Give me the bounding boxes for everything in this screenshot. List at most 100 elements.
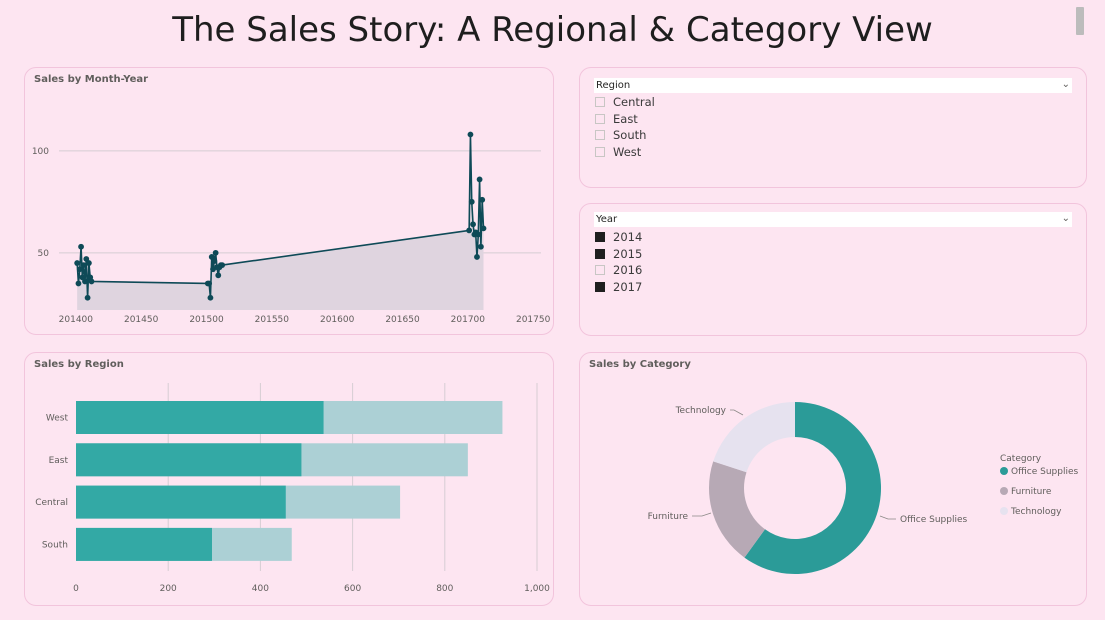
region-item-label: South — [613, 128, 647, 143]
x-tick-label: 200 — [160, 584, 177, 594]
scrollbar-thumb[interactable] — [1076, 7, 1084, 35]
year-item-2015[interactable]: 2015 — [595, 246, 642, 263]
checkbox[interactable] — [595, 265, 605, 276]
leader-line — [879, 515, 896, 520]
data-point[interactable] — [479, 196, 486, 203]
chart-title: Sales by Region — [34, 359, 124, 370]
data-point[interactable] — [476, 176, 483, 183]
region-slicer-label: Region — [596, 80, 631, 91]
x-tick-label: 1,000 — [524, 584, 550, 594]
x-tick-label: 201600 — [320, 315, 355, 325]
x-tick-label: 201650 — [385, 315, 420, 325]
year-item-label: 2016 — [613, 263, 643, 278]
data-point[interactable] — [207, 294, 214, 301]
donut-slice-technology[interactable] — [713, 402, 795, 473]
year-item-label: 2017 — [613, 279, 643, 294]
leader-line — [692, 512, 712, 517]
bar-east[interactable] — [76, 443, 302, 477]
checkbox[interactable] — [595, 281, 605, 292]
bar-south[interactable] — [76, 527, 212, 561]
legend-marker — [1000, 467, 1008, 475]
data-point[interactable] — [477, 243, 484, 250]
data-point[interactable] — [480, 225, 487, 232]
year-slicer-label: Year — [596, 214, 618, 225]
data-point[interactable] — [88, 278, 95, 285]
legend-title: Category — [1000, 454, 1042, 464]
data-label: Technology — [675, 406, 727, 416]
region-item-east[interactable]: East — [595, 111, 655, 128]
data-point[interactable] — [78, 243, 84, 250]
year-slicer-card: Year ⌄ 2014 2015 2016 2017 — [579, 203, 1087, 336]
data-point[interactable] — [84, 294, 91, 301]
sales-by-category-card: Sales by Category Office Supplies Furnitu… — [579, 352, 1087, 606]
year-item-2017[interactable]: 2017 — [595, 279, 642, 296]
data-point[interactable] — [76, 266, 83, 273]
region-item-south[interactable]: South — [595, 127, 655, 144]
data-label: Office Supplies — [900, 515, 968, 525]
data-point[interactable] — [211, 258, 218, 264]
x-tick-label: 201450 — [124, 315, 159, 325]
chevron-down-icon[interactable]: ⌄ — [1061, 213, 1070, 224]
data-point[interactable] — [74, 260, 81, 266]
donut-chart-plot: Office Supplies Furniture Technology Catego… — [648, 402, 1079, 574]
data-point[interactable] — [80, 262, 87, 269]
data-point[interactable] — [470, 221, 476, 228]
data-point[interactable] — [215, 272, 222, 279]
y-tick-label: 50 — [38, 249, 50, 259]
donut-slice-furniture[interactable] — [709, 461, 766, 558]
region-item-label: East — [613, 111, 638, 126]
bar-west[interactable] — [76, 401, 324, 434]
year-item-2014[interactable]: 2014 — [595, 229, 642, 246]
x-tick-label: 201400 — [59, 315, 94, 325]
data-point[interactable] — [75, 280, 82, 287]
checkbox[interactable] — [595, 248, 605, 259]
data-point[interactable] — [468, 198, 475, 205]
data-point[interactable] — [466, 227, 473, 234]
data-point[interactable] — [475, 231, 482, 238]
data-point[interactable] — [467, 131, 474, 138]
region-item-label: West — [613, 144, 642, 159]
checkbox[interactable] — [595, 130, 605, 141]
data-point[interactable] — [206, 280, 213, 287]
bar-chart-plot: 0 200 400 600 800 1,000 West East Central South — [35, 383, 550, 594]
x-tick-label: 201550 — [255, 315, 290, 325]
line-chart-plot: 50 100 201400 201450 201500 201550 201600 20165… — [32, 131, 551, 325]
donut-slice-office-supplies[interactable] — [744, 402, 881, 574]
data-label: Furniture — [648, 512, 689, 522]
checkbox[interactable] — [595, 113, 605, 124]
legend-item-label: Furniture — [1011, 487, 1052, 497]
checkbox[interactable] — [595, 146, 605, 157]
region-item-west[interactable]: West — [595, 144, 655, 161]
x-tick-label: 201700 — [451, 315, 486, 325]
region-slicer-header[interactable]: Region ⌄ — [594, 78, 1072, 93]
legend-item-label: Office Supplies — [1011, 467, 1079, 477]
data-point[interactable] — [212, 249, 219, 256]
legend-marker — [1000, 507, 1008, 515]
region-item-label: Central — [613, 95, 655, 110]
bar-central[interactable] — [76, 485, 286, 519]
year-item-2016[interactable]: 2016 — [595, 262, 642, 279]
data-point[interactable] — [219, 262, 226, 269]
sales-by-region-card: Sales by Region 0 200 400 600 800 1,000 West Ea… — [24, 352, 554, 606]
region-slicer-card: Region ⌄ Central East South West — [579, 67, 1087, 188]
year-slicer-list: 2014 2015 2016 2017 — [595, 229, 642, 295]
category-label: Central — [35, 498, 68, 508]
region-item-central[interactable]: Central — [595, 94, 655, 111]
year-slicer-header[interactable]: Year ⌄ — [594, 212, 1072, 227]
x-tick-label: 800 — [436, 584, 453, 594]
checkbox[interactable] — [595, 232, 605, 243]
legend-item-label: Technology — [1010, 507, 1062, 517]
chevron-down-icon[interactable]: ⌄ — [1061, 79, 1070, 90]
year-item-label: 2014 — [613, 230, 643, 245]
checkbox[interactable] — [595, 97, 605, 108]
data-point[interactable] — [86, 260, 92, 266]
chart-title: Sales by Month-Year — [34, 74, 149, 85]
category-label: East — [49, 456, 69, 466]
category-label: West — [46, 414, 69, 424]
data-point[interactable] — [474, 254, 480, 260]
data-point[interactable] — [82, 278, 88, 285]
region-slicer-list: Central East South West — [595, 94, 655, 160]
x-tick-label: 201500 — [189, 315, 224, 325]
x-tick-label: 0 — [73, 584, 79, 594]
sales-by-month-year-card: Sales by Month-Year 50 100 201400 201450 201… — [24, 67, 554, 335]
